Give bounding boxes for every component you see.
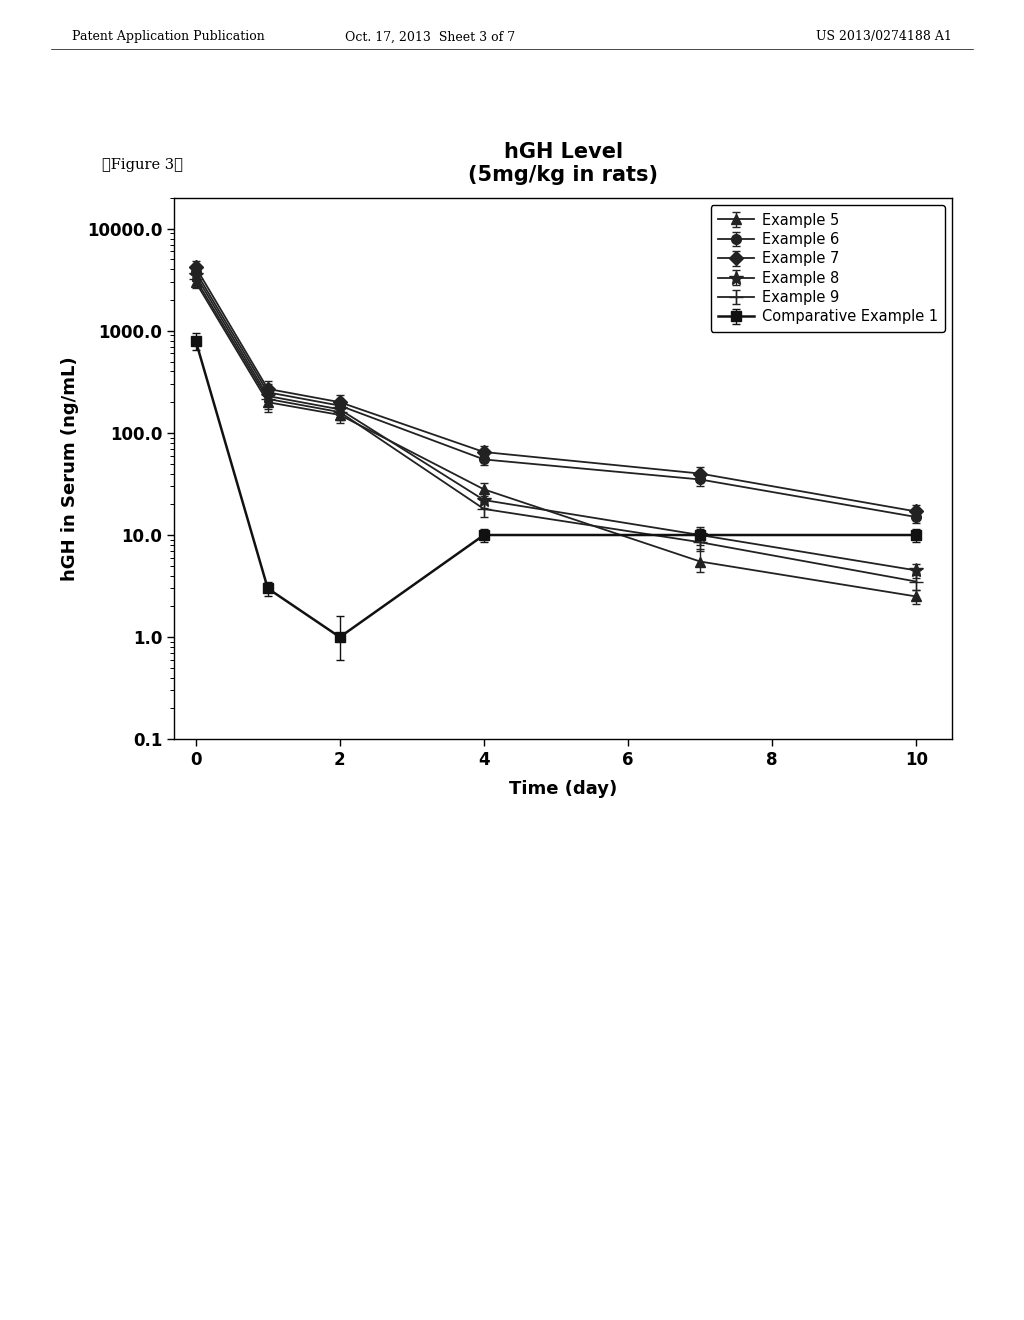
Title: hGH Level
(5mg/kg in rats): hGH Level (5mg/kg in rats) xyxy=(468,143,658,185)
Text: Oct. 17, 2013  Sheet 3 of 7: Oct. 17, 2013 Sheet 3 of 7 xyxy=(345,30,515,44)
Text: Patent Application Publication: Patent Application Publication xyxy=(72,30,264,44)
Text: 【Figure 3】: 【Figure 3】 xyxy=(102,158,183,173)
X-axis label: Time (day): Time (day) xyxy=(509,780,617,799)
Y-axis label: hGH in Serum (ng/mL): hGH in Serum (ng/mL) xyxy=(60,356,79,581)
Legend: Example 5, Example 6, Example 7, Example 8, Example 9, Comparative Example 1: Example 5, Example 6, Example 7, Example… xyxy=(711,206,945,331)
Text: US 2013/0274188 A1: US 2013/0274188 A1 xyxy=(816,30,952,44)
